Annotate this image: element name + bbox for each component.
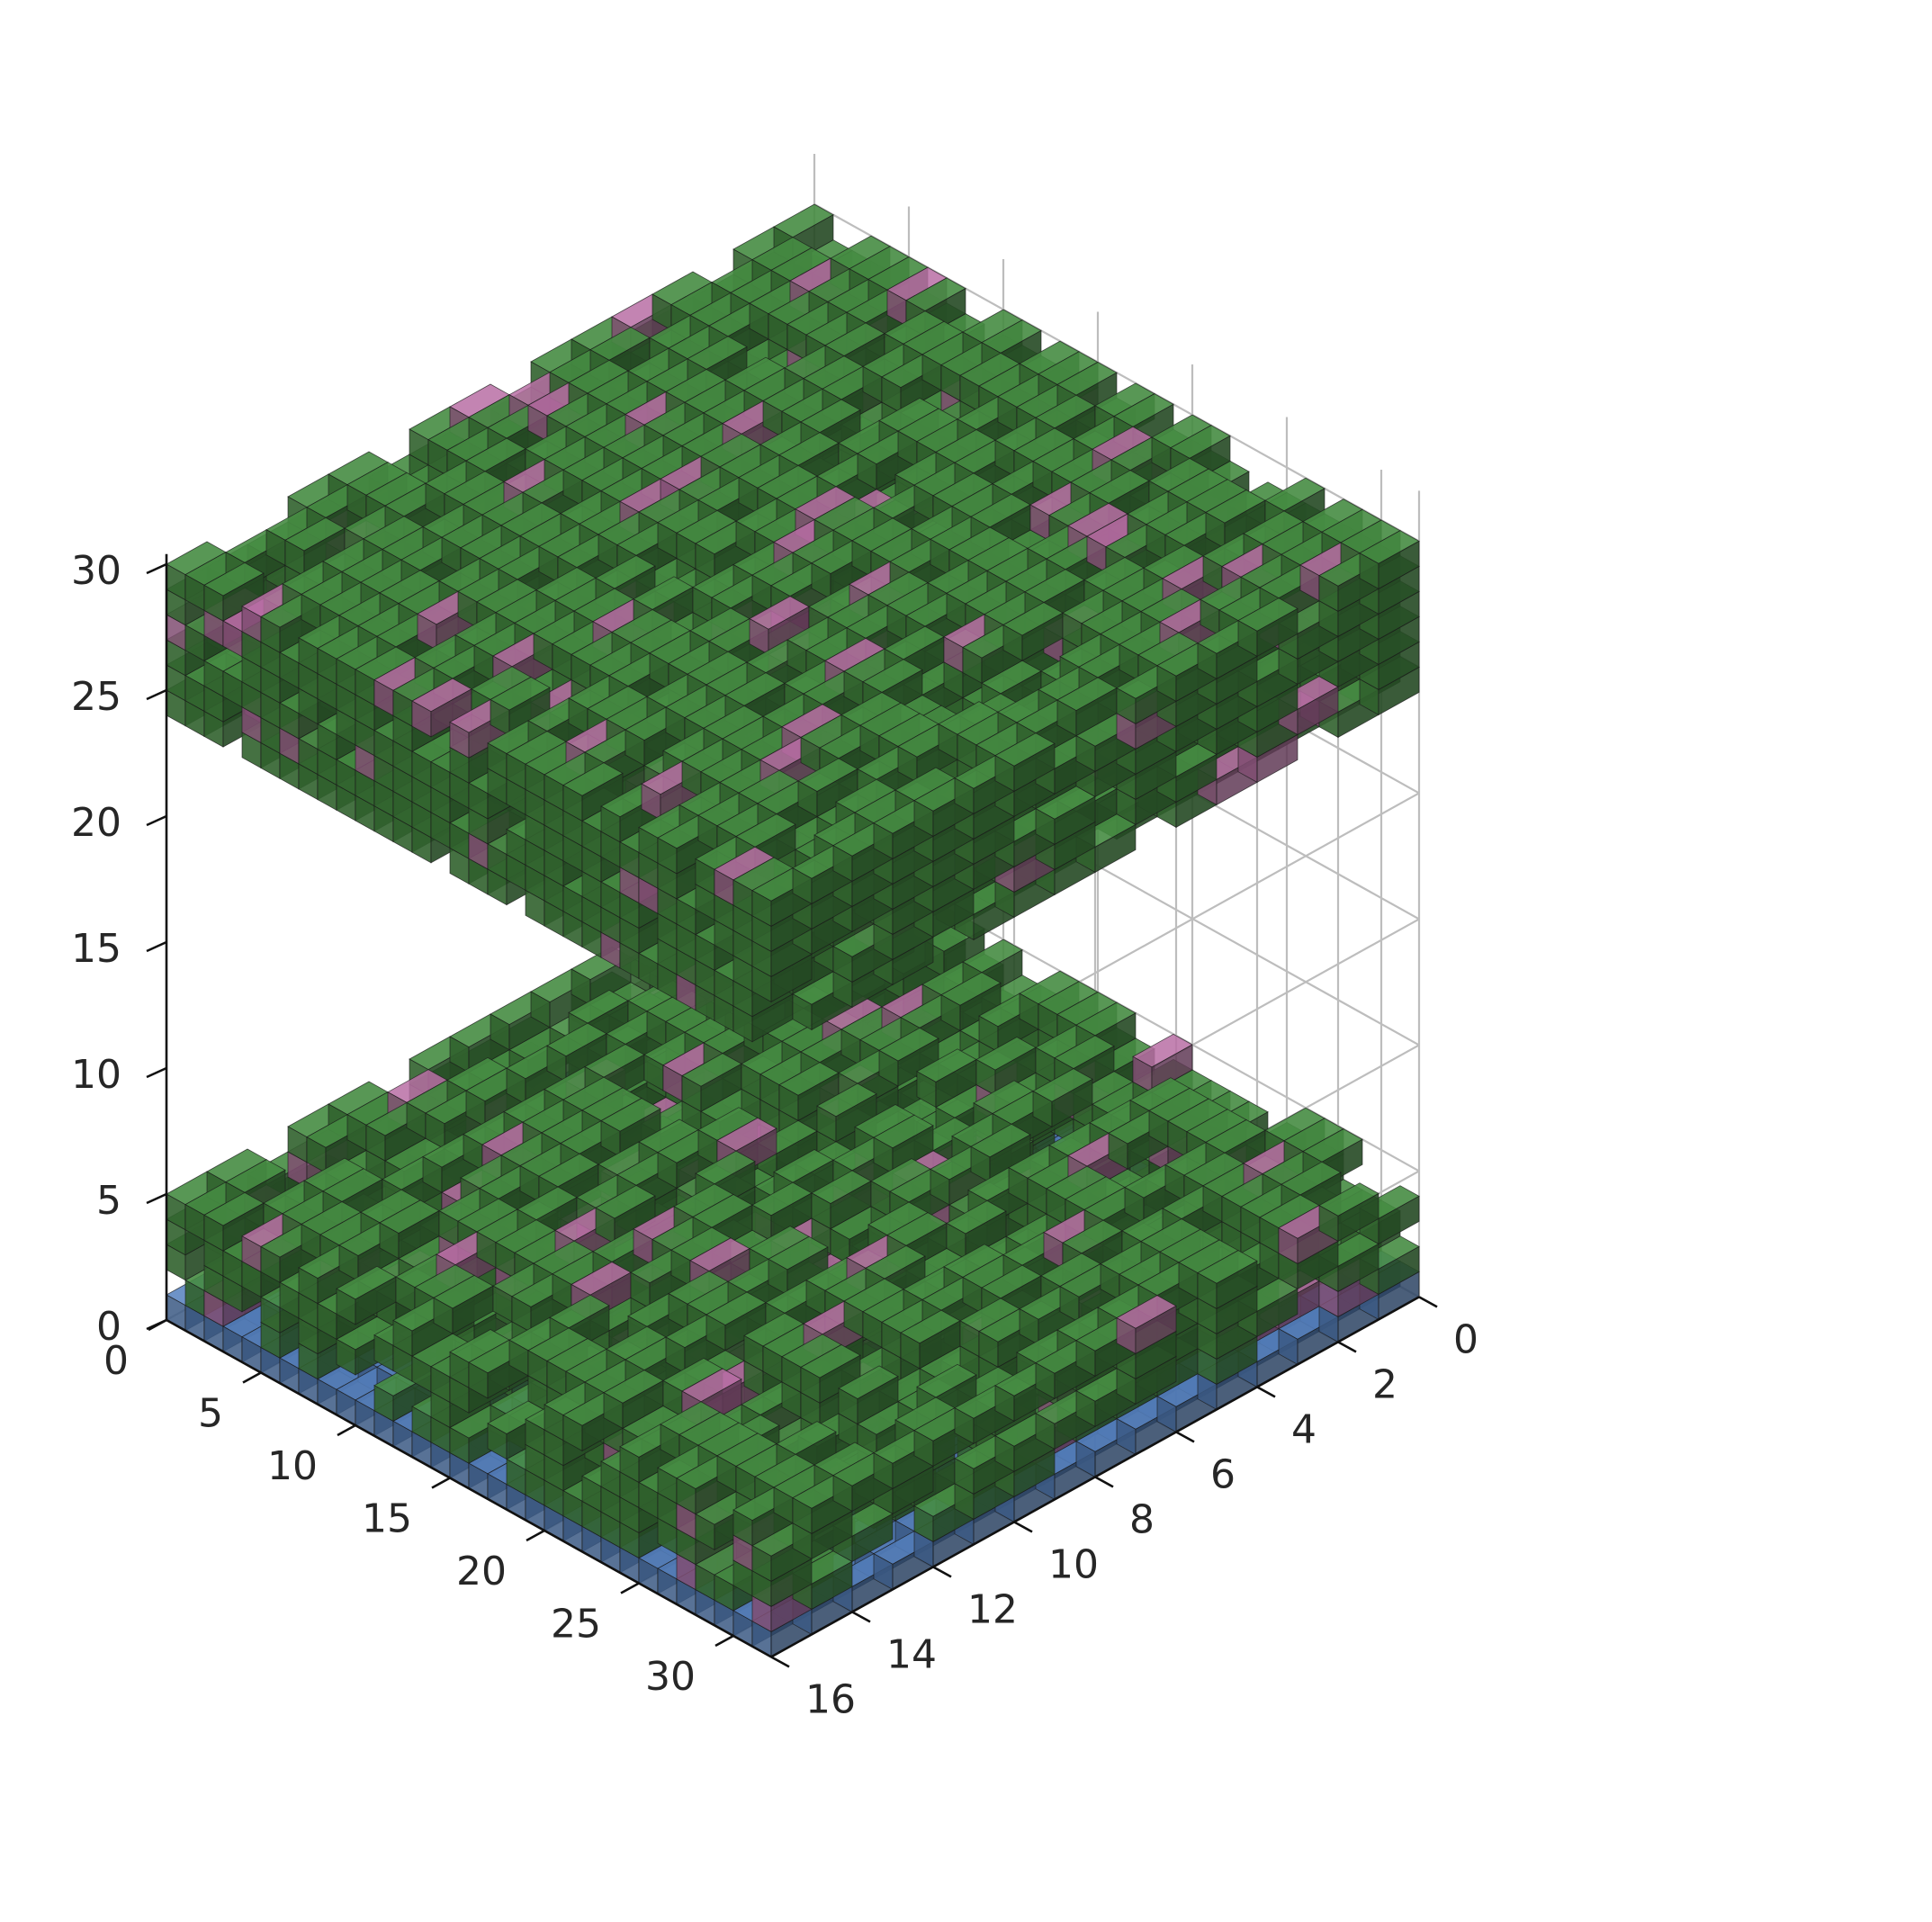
y-tick-mark xyxy=(1256,1386,1276,1398)
z-tick-mark xyxy=(146,1318,167,1331)
x-tick-label: 15 xyxy=(362,1496,412,1542)
y-tick-label: 16 xyxy=(805,1676,856,1722)
y-tick-label: 8 xyxy=(1129,1496,1155,1542)
x-tick-mark xyxy=(526,1529,545,1542)
z-tick-mark xyxy=(146,562,167,575)
y-tick-label: 10 xyxy=(1048,1541,1099,1587)
z-tick-mark xyxy=(146,688,167,701)
y-tick-mark xyxy=(1175,1431,1195,1443)
x-tick-mark xyxy=(337,1424,356,1437)
x-tick-label: 5 xyxy=(198,1391,223,1437)
z-tick-label: 15 xyxy=(71,926,121,972)
z-tick-label: 25 xyxy=(71,674,121,720)
y-tick-label: 0 xyxy=(1453,1316,1478,1362)
z-tick-mark xyxy=(146,814,167,827)
y-tick-mark xyxy=(932,1566,952,1578)
y-tick-label: 4 xyxy=(1291,1406,1316,1452)
z-tick-label: 5 xyxy=(96,1178,121,1224)
x-tick-label: 20 xyxy=(456,1549,507,1594)
y-tick-mark xyxy=(851,1611,871,1623)
x-tick-label: 25 xyxy=(551,1602,601,1648)
z-tick-mark xyxy=(146,940,167,953)
y-tick-label: 2 xyxy=(1372,1361,1397,1407)
z-tick-label: 30 xyxy=(71,548,121,594)
x-tick-mark xyxy=(431,1477,451,1489)
z-tick-label: 10 xyxy=(71,1052,121,1098)
y-tick-mark xyxy=(1013,1521,1033,1533)
voxel-plot xyxy=(166,203,1420,1658)
y-tick-mark xyxy=(1094,1476,1114,1488)
x-tick-mark xyxy=(242,1371,262,1384)
x-tick-label: 30 xyxy=(645,1654,696,1700)
y-tick-mark xyxy=(1337,1341,1357,1353)
y-tick-mark xyxy=(1418,1296,1438,1308)
x-tick-mark xyxy=(714,1634,734,1648)
z-tick-label: 20 xyxy=(71,800,121,846)
y-tick-label: 14 xyxy=(886,1631,937,1677)
x-tick-label: 10 xyxy=(267,1443,318,1489)
z-tick-label: 0 xyxy=(96,1304,121,1350)
z-tick-mark xyxy=(146,1192,167,1205)
y-tick-label: 12 xyxy=(967,1586,1018,1632)
y-tick-mark xyxy=(770,1656,790,1668)
x-tick-mark xyxy=(620,1582,640,1594)
y-tick-label: 6 xyxy=(1210,1451,1236,1497)
z-tick-mark xyxy=(146,1066,167,1079)
